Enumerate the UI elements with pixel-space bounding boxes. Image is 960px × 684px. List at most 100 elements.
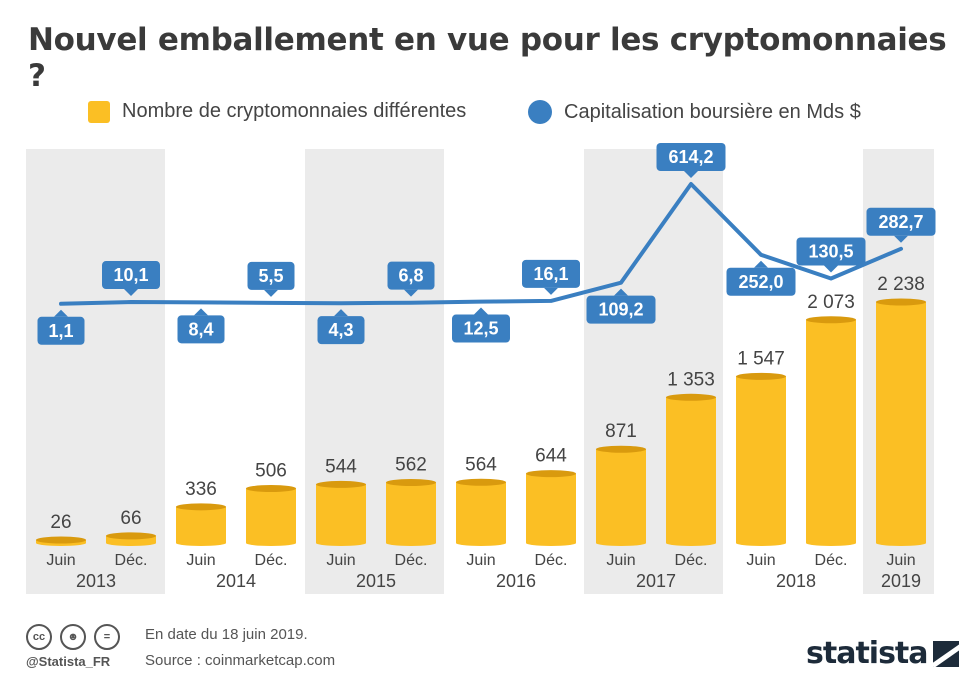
line-value-label-7: 16,1 [533,264,568,284]
line-value-callout-2: 8,4 [177,308,225,344]
line-series [59,182,903,306]
callout-box-4 [317,316,365,345]
callout-pointer-12 [894,235,908,243]
bar-3 [246,485,296,546]
bar-base-3 [246,540,296,546]
line-value-callout-10: 252,0 [726,260,796,296]
callout-box-6 [452,314,510,343]
x-tick-label-4: Juin [326,552,355,569]
x-axis-labels: Juin Déc. Juin Déc. Juin Déc. Juin Déc. Juin Déc.… [46,552,921,591]
line-value-label-9: 614,2 [668,147,713,167]
line-value-callout-1: 10,1 [102,261,160,297]
bar-value-label-1: 66 [120,508,141,529]
x-tick-label-10: Juin [746,552,775,569]
x-tick-label-12: Juin [886,552,915,569]
bar-base-11 [806,540,856,546]
bar-6 [456,478,506,546]
legend-item-bars: Nombre de cryptomonnaies différentes [88,100,466,123]
bar-base-1 [106,540,156,546]
bar-value-label-12: 2 238 [877,274,925,295]
bar-base-9 [666,540,716,546]
line-value-label-2: 8,4 [188,319,213,339]
bar-base-6 [456,540,506,546]
bar-body-4 [316,484,366,543]
line-value-label-0: 1,1 [48,321,73,341]
social-handle[interactable]: @Statista_FR [26,654,111,669]
bar-base-5 [386,540,436,546]
bar-body-3 [246,488,296,543]
line-value-label-10: 252,0 [738,272,783,292]
bar-base-12 [876,540,926,546]
x-year-label-0: 2013 [76,571,116,591]
x-year-label-3: 2016 [496,571,536,591]
bar-value-label-2: 336 [185,479,217,500]
bar-top-6 [456,478,506,486]
bar-value-label-11: 2 073 [807,292,855,313]
x-tick-label-8: Juin [606,552,635,569]
x-tick-label-6: Juin [466,552,495,569]
x-tick-label-0: Juin [46,552,75,569]
bar-series [36,298,926,546]
line-value-callout-11: 130,5 [796,237,866,273]
line-value-label-11: 130,5 [808,242,853,262]
callout-pointer-5 [404,289,418,297]
year-band-0 [26,149,165,594]
callout-box-12 [866,207,936,236]
line-value-callout-7: 16,1 [522,259,580,295]
callout-pointer-6 [474,307,488,315]
bar-7 [526,470,576,546]
callout-pointer-8 [614,288,628,296]
bar-2 [176,503,226,546]
bar-value-labels: 26 66 336 506 544 562 564 644 871 1 353 1 547 2 073… [50,274,924,533]
line-value-label-12: 282,7 [878,212,923,232]
bar-body-2 [176,506,226,543]
line-value-callout-8: 109,2 [586,288,656,324]
bar-base-7 [526,540,576,546]
x-tick-label-7: Déc. [535,552,568,569]
bar-4 [316,480,366,546]
bar-body-7 [526,473,576,543]
x-tick-label-9: Déc. [675,552,708,569]
callout-box-9 [656,143,726,171]
bar-11 [806,316,856,546]
bar-body-9 [666,397,716,543]
callout-pointer-2 [194,308,208,316]
bar-body-1 [106,535,156,543]
bar-value-label-4: 544 [325,456,357,477]
bar-top-7 [526,470,576,478]
callout-pointer-4 [334,309,348,317]
line-value-label-5: 6,8 [398,266,423,286]
bar-top-9 [666,393,716,401]
x-tick-label-11: Déc. [815,552,848,569]
x-year-label-6: 2019 [881,571,921,591]
callout-box-1 [102,261,160,290]
line-value-callout-5: 6,8 [387,261,435,297]
bar-top-10 [736,372,786,380]
x-year-label-4: 2017 [636,571,676,591]
bar-value-label-6: 564 [465,454,497,475]
bar-body-11 [806,319,856,543]
bar-top-1 [106,532,156,540]
bar-base-4 [316,540,366,546]
bar-top-3 [246,485,296,493]
bar-top-8 [596,445,646,453]
capitalisation-line [59,182,903,306]
bar-value-label-0: 26 [50,512,71,533]
bar-top-4 [316,480,366,488]
legend-label-bars: Nombre de cryptomonnaies différentes [122,100,467,122]
callout-pointer-3 [264,289,278,297]
bar-value-label-5: 562 [395,454,427,475]
line-value-label-4: 4,3 [328,320,353,340]
line-value-labels: 1,1 10,1 8,4 5,5 4,3 6,8 12,5 16,1 109,2 614,2 252… [37,143,936,345]
callout-box-3 [247,261,295,290]
line-value-callout-6: 12,5 [452,307,510,343]
legend-label-line: Capitalisation boursière en Mds $ [564,100,861,123]
callout-box-8 [586,295,656,324]
statista-logo[interactable]: statista [806,636,959,671]
bar-body-5 [386,482,436,543]
x-tick-label-5: Déc. [395,552,428,569]
line-value-label-8: 109,2 [598,300,643,320]
bar-body-10 [736,376,786,543]
statista-logo-text: statista [806,636,929,671]
